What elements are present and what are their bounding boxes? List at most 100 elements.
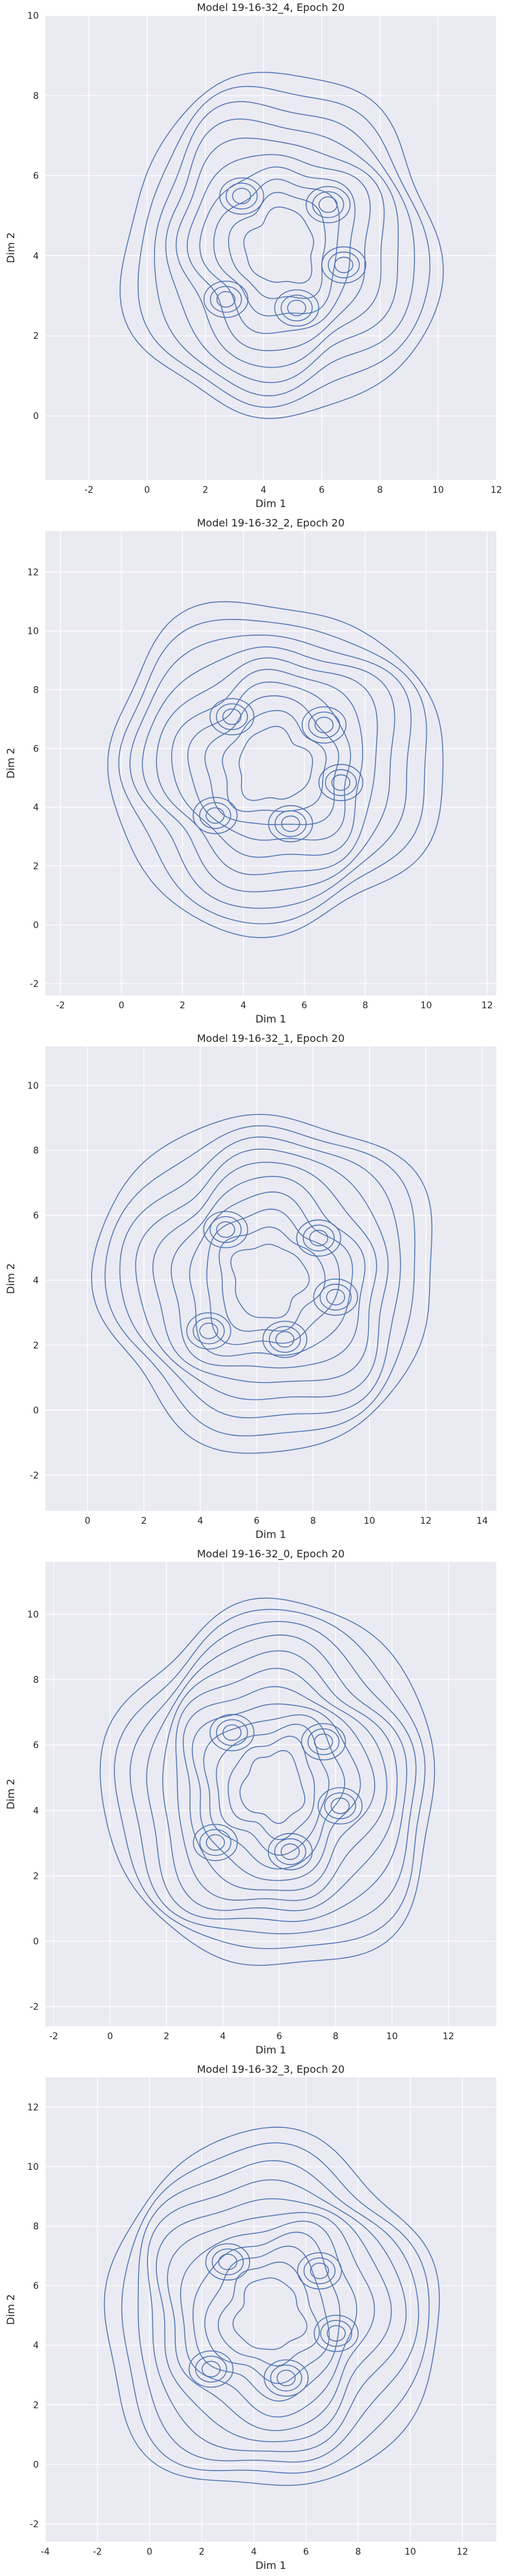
contour-island [303, 2257, 336, 2284]
contour-island [274, 289, 319, 327]
contour-level-4 [146, 1634, 408, 1922]
contour-island [264, 2359, 309, 2397]
y-tick-label: 6 [33, 171, 39, 182]
y-tick-label: 8 [33, 1675, 39, 1685]
contour-level-4 [142, 646, 395, 893]
chart-panel-4: -2 0 2 4 6 8 10 12 -2 0 2 4 6 8 10 Model 19-16-32_0, Ep… [5, 1548, 496, 2056]
x-tick-label: -4 [41, 2547, 50, 2557]
y-tick-label: 6 [33, 1740, 39, 1751]
chart-title: Model 19-16-32_4, Epoch 20 [197, 1, 345, 14]
contour-level-3 [129, 1621, 417, 1934]
chart-panel-1: -2 0 2 4 6 8 10 12 0 2 4 6 8 10 Model 19-16-32_4, Epoc… [5, 1, 502, 510]
y-tick-label: -2 [30, 2002, 39, 2013]
contour-island [268, 805, 313, 843]
x-tick-label: 4 [220, 2031, 226, 2042]
contour-level-9 [222, 709, 327, 812]
chart-panel-5: -4 -2 0 2 4 6 8 10 12 -2 0 2 4 6 8 10 12 Model 19-16-32_3… [5, 2063, 496, 2571]
x-tick-label: 6 [301, 1001, 307, 1011]
x-tick-label: 10 [386, 2031, 398, 2042]
x-axis-label: Dim 1 [255, 2044, 286, 2056]
contour-level-7 [182, 1686, 375, 1891]
x-tick-label: 2 [202, 485, 208, 495]
contour-island [205, 2243, 251, 2281]
contour-island [306, 186, 351, 224]
contour-level-3 [119, 1136, 401, 1419]
x-tick-label: 0 [147, 2547, 153, 2557]
contour-level-1 [90, 1114, 433, 1454]
contour-island [280, 815, 300, 832]
x-tick-label: 2 [199, 2547, 205, 2557]
x-tick-label: 10 [432, 485, 444, 495]
x-tick-label: 12 [490, 485, 502, 495]
x-tick-label: 12 [457, 2547, 469, 2557]
contour-level-5 [175, 137, 385, 368]
y-tick-label: 0 [33, 411, 39, 422]
contour-level-10 [216, 1724, 330, 1856]
contour-island [277, 2370, 296, 2387]
contour-level-3 [154, 101, 416, 396]
contour-level-5 [156, 657, 378, 876]
y-axis-label: Dim 2 [5, 1779, 17, 1810]
contour-level-1 [107, 601, 444, 938]
contour-island [188, 2350, 234, 2388]
contour-island [297, 2252, 343, 2289]
contour-level-5 [156, 2198, 392, 2443]
contour-island [232, 188, 251, 204]
contour-island [317, 1787, 363, 1824]
contour-level-12 [239, 1749, 306, 1824]
contour-level-6 [186, 154, 371, 351]
contour-island [318, 764, 364, 801]
plot-background [45, 16, 496, 480]
x-tick-label: 0 [85, 1516, 90, 1526]
x-axis-label: Dim 1 [255, 1528, 286, 1541]
contour-level-7 [199, 166, 356, 334]
contour-level-1 [100, 1597, 436, 1966]
contour-island [308, 711, 341, 739]
contour-level-7 [189, 1191, 353, 1357]
chart-title: Model 19-16-32_2, Epoch 20 [197, 517, 345, 530]
x-axis-label: Dim 1 [255, 1013, 286, 1025]
x-tick-label: 0 [118, 1001, 124, 1011]
contour-island [269, 1326, 301, 1353]
y-tick-label: 4 [33, 803, 39, 813]
y-tick-label: 12 [27, 2103, 39, 2113]
contour-island [326, 2325, 346, 2342]
contour-island [268, 1833, 313, 1870]
y-tick-label: 2 [33, 861, 39, 872]
contour-level-4 [165, 118, 399, 384]
contour-lines [90, 1114, 433, 1454]
contour-island [199, 1323, 218, 1339]
contour-island [209, 698, 255, 735]
contour-level-11 [232, 2277, 308, 2350]
contour-island [313, 2315, 359, 2352]
x-axis-label: Dim 1 [255, 2559, 286, 2571]
plot-background [45, 1562, 496, 2026]
y-tick-label: 10 [27, 1610, 39, 1620]
x-tick-label: 2 [141, 1516, 147, 1526]
contour-island [199, 802, 231, 829]
x-axis-label: Dim 1 [255, 497, 286, 510]
contour-island [334, 256, 353, 274]
x-tick-label: 8 [377, 485, 383, 495]
contour-level-8 [204, 695, 339, 825]
y-axis-label: Dim 2 [5, 1263, 17, 1294]
contour-level-4 [135, 1148, 389, 1400]
x-tick-label: 2 [180, 1001, 185, 1011]
contour-island [307, 1728, 340, 1755]
contour-level-9 [218, 1226, 326, 1332]
contour-level-10 [238, 726, 313, 801]
contour-island [222, 708, 242, 725]
contour-level-2 [104, 1125, 416, 1436]
contour-level-6 [171, 1176, 366, 1369]
x-tick-label: 12 [443, 2031, 454, 2042]
contour-island [275, 1331, 295, 1348]
x-tick-label: -2 [49, 2031, 58, 2042]
plot-background [45, 531, 496, 995]
x-tick-label: 12 [481, 1001, 493, 1011]
x-tick-label: 8 [310, 1516, 316, 1526]
contour-level-5 [162, 1650, 398, 1912]
contour-island [324, 769, 357, 796]
contour-level-6 [171, 669, 363, 858]
contour-level-2 [121, 2142, 430, 2474]
x-tick-label: -2 [56, 1001, 65, 1011]
